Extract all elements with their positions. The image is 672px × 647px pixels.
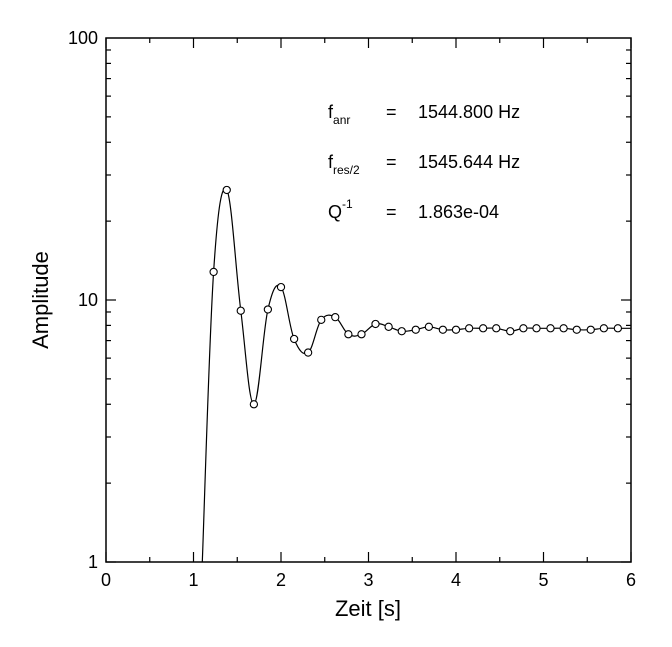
annotation-q-eq: = (386, 202, 397, 222)
x-tick-label: 5 (538, 570, 548, 590)
annotation-f-anr-eq: = (386, 102, 397, 122)
data-point (263, 305, 273, 314)
annotation-f-anr: fanr = 1544.800 Hz (328, 102, 520, 127)
data-point (506, 327, 515, 336)
annotation-q-inverse: Q-1 = 1.863e-04 (328, 197, 499, 222)
tick-marks (105, 38, 632, 563)
data-point (371, 319, 380, 329)
data-point (357, 330, 366, 339)
annotation-f-res: fres/2 = 1545.644 Hz (328, 152, 520, 177)
y-axis-title: Amplitude (28, 251, 53, 349)
plot-frame (105, 37, 632, 563)
data-point (586, 325, 595, 334)
annotation-f-anr-symbol: f (328, 102, 334, 122)
data-point (289, 334, 299, 344)
x-tick-label: 1 (188, 570, 198, 590)
x-axis-title: Zeit [s] (335, 596, 401, 621)
data-point (331, 313, 340, 322)
data-point (303, 348, 313, 357)
annotation-q-sup: -1 (342, 197, 353, 211)
data-point (572, 325, 581, 334)
x-tick-labels: 0 1 2 3 4 5 6 (101, 570, 636, 590)
data-point (599, 324, 609, 333)
data-point (397, 327, 406, 336)
y-tick-label: 10 (78, 290, 98, 310)
data-point (236, 306, 245, 315)
fit-curve (201, 188, 631, 563)
data-point (559, 324, 568, 333)
data-point (438, 325, 448, 334)
data-point (222, 185, 231, 195)
annotation-q-symbol: Q (328, 202, 342, 222)
annotation-f-res-symbol: f (328, 152, 334, 172)
annotation-f-res-sub: res/2 (333, 163, 360, 177)
annotation-f-res-eq: = (386, 152, 397, 172)
annotation-f-res-value: 1545.644 Hz (418, 152, 520, 172)
data-point (613, 324, 623, 333)
svg-text:Q-1: Q-1 (328, 197, 353, 222)
data-point (384, 322, 393, 331)
data-point (478, 324, 488, 333)
annotation-f-anr-value: 1544.800 Hz (418, 102, 520, 122)
x-tick-label: 6 (626, 570, 636, 590)
x-tick-label: 4 (451, 570, 461, 590)
data-point (424, 322, 434, 331)
data-point (532, 324, 541, 333)
svg-text:fanr: fanr (328, 102, 350, 127)
data-markers (209, 185, 623, 409)
x-tick-label: 3 (363, 570, 373, 590)
x-tick-label: 2 (276, 570, 286, 590)
data-point (411, 325, 420, 334)
data-point (209, 267, 218, 277)
data-point (344, 330, 353, 339)
annotation-f-anr-sub: anr (333, 113, 350, 127)
y-tick-labels: 1 10 100 (68, 28, 98, 572)
data-point (317, 315, 326, 324)
x-tick-label: 0 (101, 570, 111, 590)
data-point (276, 282, 286, 292)
y-tick-label: 1 (88, 552, 98, 572)
data-point (464, 324, 474, 333)
data-point (546, 324, 555, 333)
svg-text:fres/2: fres/2 (328, 152, 360, 177)
data-point (249, 400, 259, 409)
annotation-q-value: 1.863e-04 (418, 202, 499, 222)
data-point (451, 325, 461, 334)
data-point (492, 324, 501, 333)
data-point (519, 324, 528, 333)
y-tick-label: 100 (68, 28, 98, 48)
